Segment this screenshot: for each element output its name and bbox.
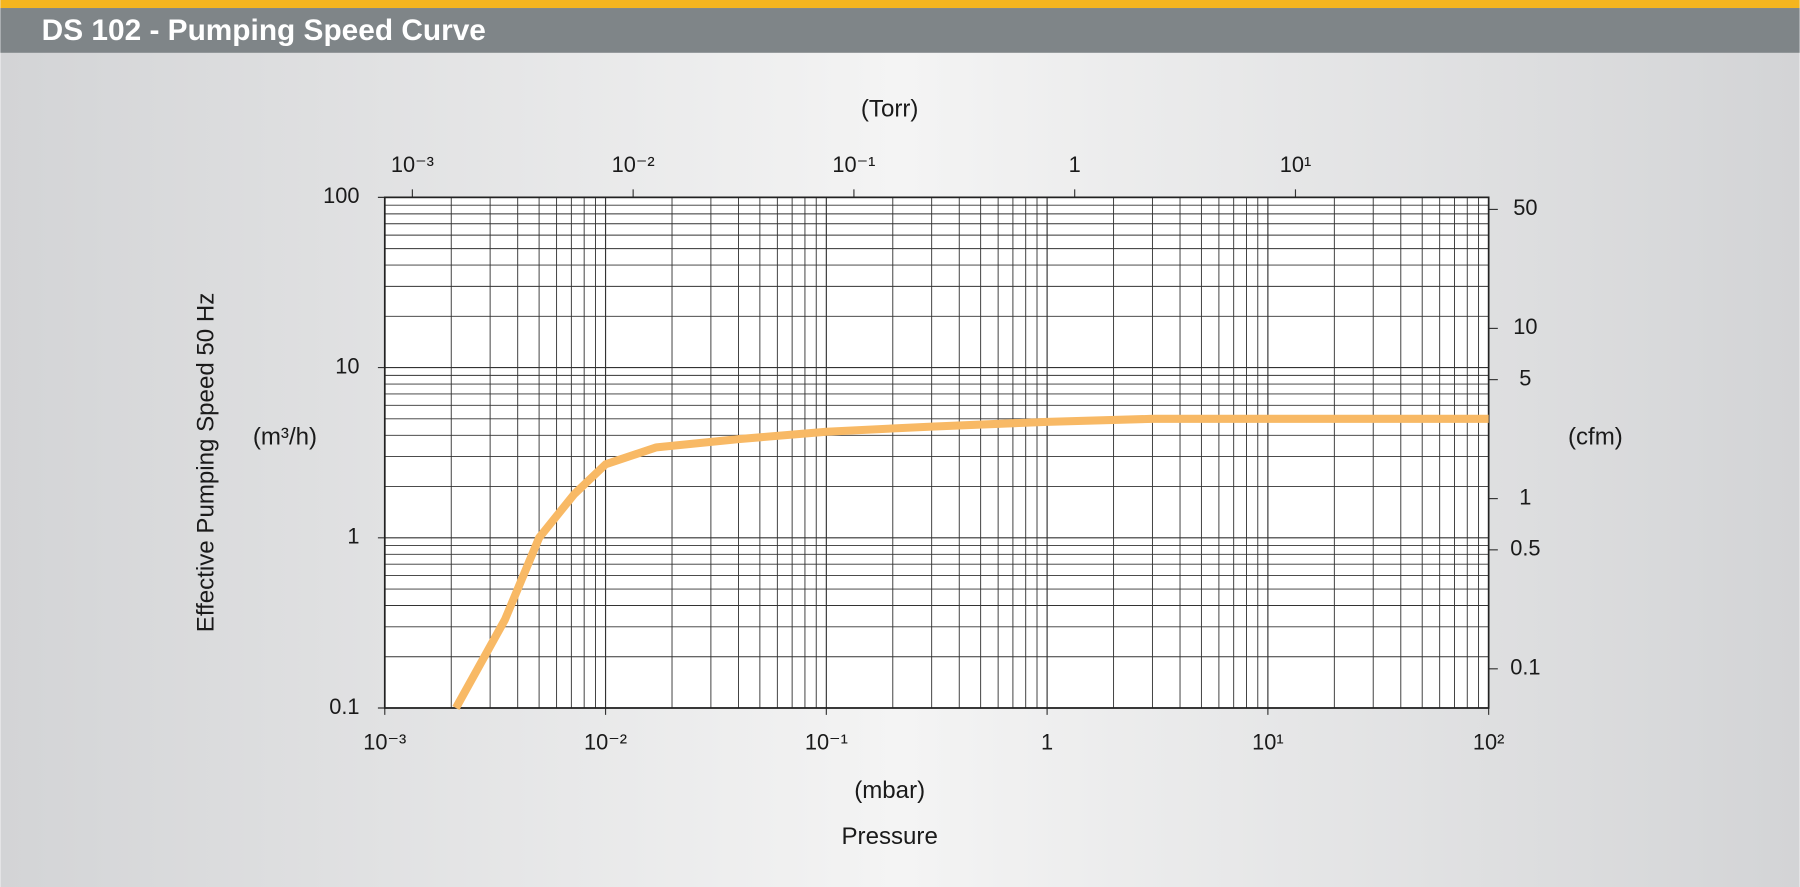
y2-axis-label: (cfm) — [1568, 424, 1623, 451]
y2-tick-label: 0.1 — [1510, 655, 1540, 680]
grid — [377, 196, 1490, 715]
x2-tick-label: 10⁻² — [612, 152, 655, 177]
y-tick-label: 1 — [347, 524, 359, 549]
x-tick-label: 1 — [1041, 729, 1053, 754]
x-tick-label: 10⁻¹ — [805, 729, 848, 754]
x-axis-unit: (mbar) — [854, 777, 925, 804]
x2-tick-label: 10⁻¹ — [832, 152, 875, 177]
x-tick-label: 10⁻³ — [363, 729, 406, 754]
x2-tick-label: 1 — [1069, 152, 1081, 177]
x-tick-label: 10⁻² — [584, 729, 627, 754]
y2-tick-label: 0.5 — [1510, 536, 1540, 561]
plot-frame — [383, 196, 1490, 709]
chart-title: DS 102 - Pumping Speed Curve — [42, 14, 486, 47]
y2-tick-label: 5 — [1519, 365, 1531, 390]
x-tick-label: 10² — [1473, 729, 1505, 754]
y-axis-unit: (m³/h) — [253, 424, 317, 451]
header-bar — [0, 8, 1800, 53]
data-line — [452, 414, 1489, 710]
accent-bar — [0, 0, 1800, 9]
plot-area — [384, 197, 1489, 708]
x2-axis-label: (Torr) — [861, 96, 919, 123]
y-tick-label: 10 — [335, 353, 359, 378]
x2-tick-label: 10¹ — [1280, 152, 1312, 177]
y-tick-label: 100 — [323, 183, 359, 208]
y2-tick-label: 1 — [1519, 484, 1531, 509]
y2-tick-label: 10 — [1513, 314, 1537, 339]
x2-tick-label: 10⁻³ — [391, 152, 434, 177]
y2-tick-label: 50 — [1513, 195, 1537, 220]
x-tick-label: 10¹ — [1252, 729, 1284, 754]
y-axis-title: Effective Pumping Speed 50 Hz — [192, 293, 219, 633]
x-axis-title: Pressure — [841, 823, 937, 850]
y-tick-label: 0.1 — [329, 694, 359, 719]
